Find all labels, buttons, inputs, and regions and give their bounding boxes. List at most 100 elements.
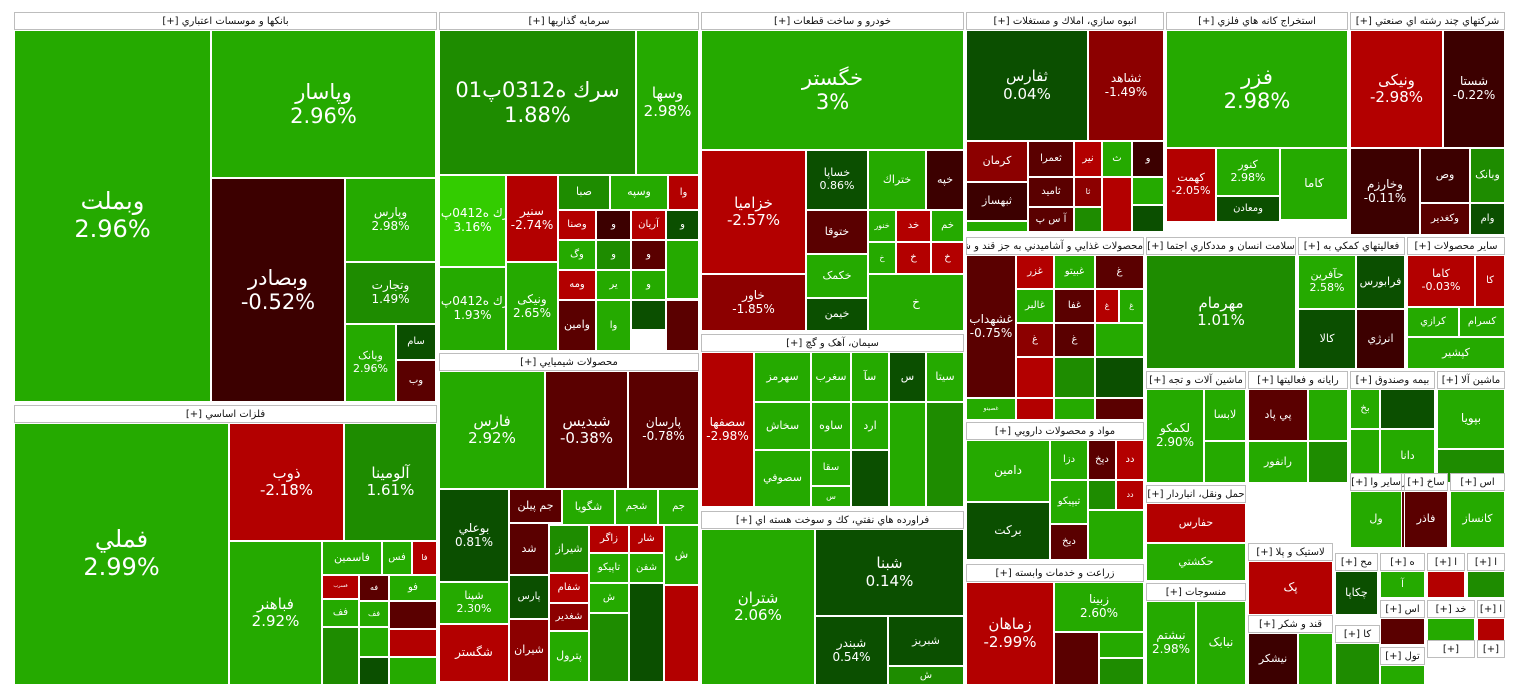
- stock-tile[interactable]: ونیکی 2.65%: [506, 262, 558, 351]
- stock-tile[interactable]: شبريز: [888, 616, 964, 666]
- stock-tile[interactable]: [1380, 618, 1425, 645]
- stock-tile[interactable]: و: [631, 240, 666, 270]
- stock-tile[interactable]: سيتا: [926, 352, 964, 402]
- stock-tile[interactable]: شبندر 0.54%: [815, 616, 888, 685]
- sector-header[interactable]: [+]: [1477, 640, 1505, 658]
- stock-tile[interactable]: خم: [931, 210, 964, 242]
- stock-tile[interactable]: فف: [322, 599, 359, 627]
- stock-tile[interactable]: ير: [596, 270, 631, 300]
- stock-tile[interactable]: کاما -0.03%: [1407, 255, 1475, 307]
- stock-tile[interactable]: نيشكر: [1248, 633, 1298, 685]
- sector-header[interactable]: ا [+]: [1477, 600, 1505, 618]
- stock-tile[interactable]: شار: [629, 525, 664, 553]
- stock-tile[interactable]: وسها 2.98%: [636, 30, 699, 175]
- stock-tile[interactable]: غ: [1054, 323, 1095, 357]
- stock-tile[interactable]: وپارس 2.98%: [345, 178, 436, 262]
- stock-tile[interactable]: [1016, 398, 1054, 420]
- stock-tile[interactable]: پارسان -0.78%: [628, 371, 699, 489]
- stock-tile[interactable]: دد: [1116, 440, 1144, 480]
- stock-tile[interactable]: [1016, 357, 1054, 398]
- stock-tile[interactable]: كا: [1475, 255, 1505, 307]
- stock-tile[interactable]: شفام: [549, 573, 589, 603]
- stock-tile[interactable]: سصفها -2.98%: [701, 352, 754, 507]
- sector-header[interactable]: ساخ [+]: [1404, 473, 1448, 491]
- sector-header[interactable]: مواد و محصولات دارويي [+]: [966, 422, 1144, 440]
- stock-tile[interactable]: جم پيلن: [509, 489, 562, 523]
- stock-tile[interactable]: وا: [668, 175, 699, 210]
- stock-tile[interactable]: کنور 2.98%: [1216, 148, 1280, 196]
- stock-tile[interactable]: ثامید: [1028, 177, 1074, 207]
- stock-tile[interactable]: وتجارت 1.49%: [345, 262, 436, 324]
- stock-tile[interactable]: وبصادر -0.52%: [211, 178, 345, 402]
- stock-tile[interactable]: شگويا: [562, 489, 615, 525]
- stock-tile[interactable]: لكمكو 2.90%: [1146, 389, 1204, 483]
- stock-tile[interactable]: س: [811, 486, 851, 507]
- stock-tile[interactable]: [851, 450, 889, 507]
- stock-tile[interactable]: فباهنر 2.92%: [229, 541, 322, 685]
- sector-header[interactable]: سرمايه گذاريها [+]: [439, 12, 699, 30]
- stock-tile[interactable]: كهمت -2.05%: [1166, 148, 1216, 222]
- sector-header[interactable]: لاستيک و پلا [+]: [1248, 543, 1333, 561]
- stock-tile[interactable]: ثا: [1074, 177, 1102, 207]
- stock-tile[interactable]: ختراك: [868, 150, 926, 210]
- stock-tile[interactable]: ونیکی -2.98%: [1350, 30, 1443, 148]
- stock-tile[interactable]: [1280, 220, 1348, 222]
- stock-tile[interactable]: ساوه: [811, 402, 851, 450]
- stock-tile[interactable]: و: [631, 270, 666, 300]
- stock-tile[interactable]: وب: [396, 360, 436, 402]
- stock-tile[interactable]: بپويا: [1437, 389, 1505, 449]
- stock-tile[interactable]: [1204, 441, 1246, 483]
- stock-tile[interactable]: رانفور: [1248, 441, 1308, 483]
- stock-tile[interactable]: [389, 601, 437, 629]
- stock-tile[interactable]: شبديس -0.38%: [545, 371, 628, 489]
- stock-tile[interactable]: [1132, 205, 1164, 232]
- stock-tile[interactable]: غ: [1095, 289, 1119, 323]
- stock-tile[interactable]: كالا: [1298, 309, 1356, 369]
- sector-header[interactable]: قند و شكر [+]: [1248, 615, 1333, 633]
- stock-tile[interactable]: [1380, 665, 1425, 685]
- stock-tile[interactable]: شد: [509, 523, 549, 575]
- stock-tile[interactable]: [966, 221, 1028, 232]
- sector-header[interactable]: ا [+]: [1467, 553, 1505, 571]
- stock-tile[interactable]: ول: [1350, 491, 1402, 548]
- stock-tile[interactable]: خكمک: [806, 254, 868, 298]
- stock-tile[interactable]: بركت: [966, 502, 1050, 560]
- stock-tile[interactable]: فو: [389, 575, 437, 601]
- sector-header[interactable]: كا [+]: [1335, 625, 1380, 643]
- stock-tile[interactable]: خ: [896, 242, 931, 274]
- stock-tile[interactable]: ذوب -2.18%: [229, 423, 344, 541]
- sector-header[interactable]: فلزات اساسي [+]: [14, 405, 437, 423]
- stock-tile[interactable]: و: [1132, 141, 1164, 177]
- sector-header[interactable]: ا [+]: [1427, 553, 1465, 571]
- stock-tile[interactable]: [359, 657, 389, 685]
- stock-tile[interactable]: كاما: [1280, 148, 1348, 220]
- stock-tile[interactable]: سقا: [811, 450, 851, 486]
- stock-tile[interactable]: ش: [589, 583, 629, 613]
- stock-tile[interactable]: خساپا 0.86%: [806, 150, 868, 210]
- sector-header[interactable]: استخراج کانه هاي فلزي [+]: [1166, 12, 1348, 30]
- stock-tile[interactable]: [1095, 398, 1144, 420]
- stock-tile[interactable]: غشهداب -0.75%: [966, 255, 1016, 398]
- stock-tile[interactable]: سرك ه0312پ01 1.88%: [439, 30, 636, 175]
- stock-tile[interactable]: غفا: [1054, 289, 1095, 323]
- stock-tile[interactable]: [1054, 357, 1095, 398]
- stock-tile[interactable]: خپه: [926, 150, 964, 210]
- stock-tile[interactable]: فا: [412, 541, 437, 575]
- stock-tile[interactable]: غزر: [1016, 255, 1054, 289]
- stock-tile[interactable]: وصنا: [558, 210, 596, 240]
- sector-header[interactable]: انبوه سازي، املاك و مستغلات [+]: [966, 12, 1164, 30]
- stock-tile[interactable]: ومه: [558, 270, 596, 300]
- stock-tile[interactable]: فرابورس: [1356, 255, 1405, 309]
- stock-tile[interactable]: [1335, 643, 1380, 685]
- stock-tile[interactable]: پترول: [549, 631, 589, 682]
- sector-header[interactable]: ه [+]: [1380, 553, 1425, 571]
- stock-tile[interactable]: دزا: [1050, 440, 1088, 480]
- stock-tile[interactable]: ثعمرا: [1028, 141, 1074, 177]
- sector-header[interactable]: محصولات غذايي و آشاميدني به جز قند و شکر…: [966, 237, 1144, 255]
- stock-tile[interactable]: دامين: [966, 440, 1050, 502]
- stock-tile[interactable]: لابسا: [1204, 389, 1246, 441]
- stock-tile[interactable]: [1467, 571, 1505, 598]
- stock-tile[interactable]: بوعلي 0.81%: [439, 489, 509, 582]
- stock-tile[interactable]: سام: [396, 324, 436, 360]
- stock-tile[interactable]: [1298, 633, 1333, 685]
